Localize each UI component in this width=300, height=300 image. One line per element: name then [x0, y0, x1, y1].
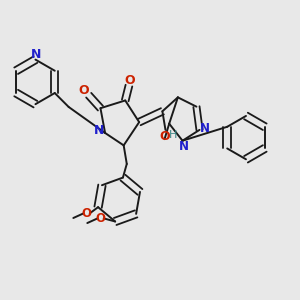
Text: N: N — [94, 124, 104, 137]
Text: O: O — [82, 207, 92, 220]
Text: N: N — [200, 122, 210, 134]
Text: N: N — [178, 140, 188, 153]
Text: O: O — [160, 130, 170, 142]
Text: O: O — [124, 74, 135, 86]
Text: O: O — [96, 212, 106, 225]
Text: H: H — [169, 130, 177, 140]
Text: N: N — [31, 47, 41, 61]
Text: O: O — [79, 84, 89, 97]
